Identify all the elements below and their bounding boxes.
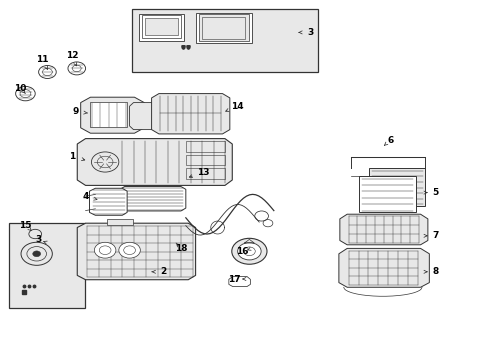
Polygon shape — [89, 188, 127, 215]
Polygon shape — [77, 223, 195, 280]
Text: 6: 6 — [386, 136, 392, 145]
Text: 15: 15 — [19, 220, 32, 230]
Bar — [106, 219, 133, 225]
Polygon shape — [339, 214, 427, 245]
Bar — [139, 14, 184, 41]
Bar — [195, 13, 251, 43]
Text: 13: 13 — [196, 168, 209, 177]
Bar — [185, 168, 224, 179]
Circle shape — [237, 243, 261, 260]
Polygon shape — [120, 186, 185, 211]
Text: 18: 18 — [174, 244, 187, 253]
Text: 4: 4 — [82, 192, 89, 201]
Circle shape — [94, 242, 116, 258]
Polygon shape — [81, 97, 144, 133]
Polygon shape — [151, 94, 229, 134]
Circle shape — [119, 242, 140, 258]
Text: 5: 5 — [431, 188, 437, 197]
Bar — [145, 18, 178, 35]
Text: 11: 11 — [36, 55, 49, 64]
Polygon shape — [338, 248, 428, 287]
Bar — [359, 176, 415, 212]
Bar — [142, 15, 181, 38]
Text: 7: 7 — [431, 231, 438, 240]
Circle shape — [231, 238, 266, 264]
Text: 16: 16 — [235, 248, 248, 256]
Text: 9: 9 — [72, 107, 79, 116]
Bar — [202, 17, 244, 39]
Polygon shape — [77, 139, 232, 185]
Bar — [132, 9, 317, 72]
Text: 3: 3 — [35, 235, 41, 244]
Polygon shape — [129, 103, 159, 130]
Text: 10: 10 — [14, 84, 27, 93]
Bar — [185, 155, 224, 165]
Text: 14: 14 — [230, 102, 243, 111]
Text: 2: 2 — [161, 267, 166, 276]
Text: 17: 17 — [228, 274, 241, 284]
Bar — [9, 223, 84, 308]
Text: 3: 3 — [307, 28, 313, 37]
Text: 12: 12 — [66, 51, 79, 60]
Bar — [368, 168, 425, 206]
Bar — [90, 102, 127, 127]
Bar — [198, 14, 248, 41]
Circle shape — [33, 251, 41, 257]
Bar — [185, 141, 224, 152]
Text: 1: 1 — [69, 152, 75, 161]
Text: 8: 8 — [431, 267, 437, 276]
